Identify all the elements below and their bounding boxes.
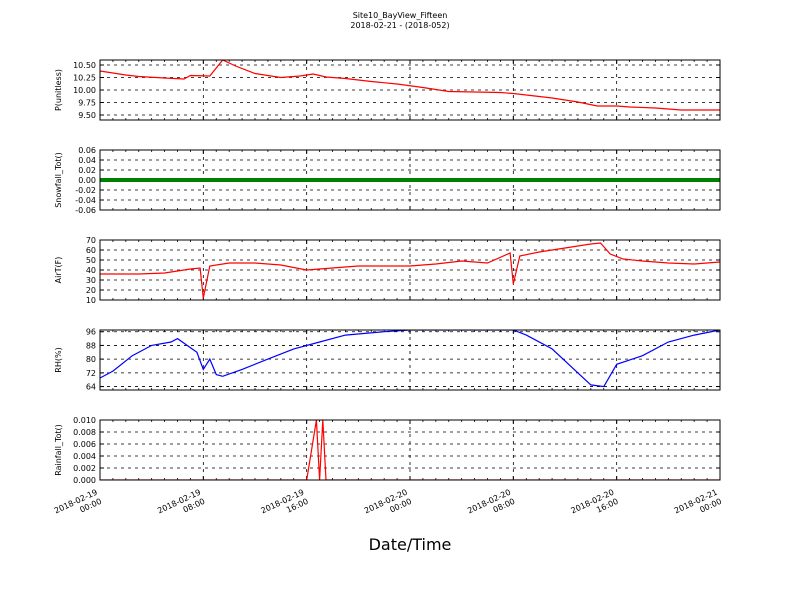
y-tick-label: -0.04 xyxy=(75,196,96,205)
plot-border xyxy=(99,329,721,391)
y-tick-label: 0.002 xyxy=(73,464,96,473)
y-tick-label: 10 xyxy=(86,296,96,305)
y-tick-label: 0.06 xyxy=(78,146,96,155)
plot-border xyxy=(99,59,721,121)
y-axis-label: P(unitless) xyxy=(54,69,63,111)
y-tick-label: 88 xyxy=(86,341,96,350)
figure-subtitle: 2018-02-21 - (2018-052) xyxy=(350,21,449,30)
y-tick-label: 0.04 xyxy=(78,156,96,165)
plot-border xyxy=(99,239,721,301)
y-tick-label: 0.004 xyxy=(73,452,96,461)
y-tick-label: 0.010 xyxy=(73,416,96,425)
y-axis-label: Snowfall_Tot() xyxy=(54,152,63,208)
y-tick-label: 0.000 xyxy=(73,476,96,485)
y-tick-label: 40 xyxy=(86,266,96,275)
y-tick-label: 9.75 xyxy=(78,99,96,108)
y-tick-label: -0.02 xyxy=(75,186,96,195)
y-tick-label: 0.00 xyxy=(78,176,96,185)
y-tick-label: 0.02 xyxy=(78,166,96,175)
series-line xyxy=(100,330,720,388)
y-tick-label: 80 xyxy=(86,355,96,364)
panel-3: 64 72 80 88 96 RH(%) xyxy=(54,328,721,392)
y-axis-label: AirT(F) xyxy=(54,257,63,284)
series-line xyxy=(100,420,720,480)
y-tick-label: 20 xyxy=(86,286,96,295)
panel-0: 9.50 9.75 10.00 10.25 10.50 P(unitless) xyxy=(54,59,721,121)
y-tick-label: 10.50 xyxy=(73,61,96,70)
y-tick-label: 50 xyxy=(86,256,96,265)
y-tick-label: 10.25 xyxy=(73,74,96,83)
y-tick-label: 60 xyxy=(86,246,96,255)
panels: 9.509.7510.0010.2510.50P(unitless)-0.06-… xyxy=(54,59,721,485)
panel-1: -0.06-0.04-0.020.000.020.040.06 Snowfall_… xyxy=(54,146,721,215)
y-tick-label: 72 xyxy=(86,369,96,378)
plot-border xyxy=(99,149,721,211)
y-tick-label: 30 xyxy=(86,276,96,285)
y-tick-label: 0.008 xyxy=(73,428,96,437)
y-tick-label: 64 xyxy=(86,383,96,392)
y-tick-label: 96 xyxy=(86,328,96,337)
y-axis-label: Rainfall_Tot() xyxy=(54,424,63,476)
y-tick-label: -0.06 xyxy=(75,206,96,215)
y-tick-label: 10.00 xyxy=(73,86,96,95)
y-tick-label: 9.50 xyxy=(78,111,96,120)
y-tick-label: 70 xyxy=(86,236,96,245)
figure-title: Site10_BayView_Fifteen xyxy=(353,11,448,20)
y-tick-label: 0.006 xyxy=(73,440,96,449)
panel-4: 0.000 0.002 0.004 0.006 0.008 0.010 Rainfall_T… xyxy=(54,416,721,485)
y-axis-label: RH(%) xyxy=(54,347,63,372)
series-line xyxy=(100,60,720,111)
plot-border xyxy=(99,419,721,481)
series-line xyxy=(100,242,720,299)
x-axis-label: Date/Time xyxy=(369,535,452,554)
